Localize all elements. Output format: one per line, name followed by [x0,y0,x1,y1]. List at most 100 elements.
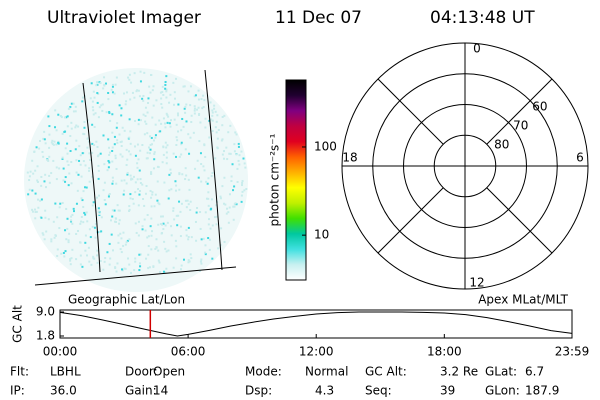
speckle [83,126,86,129]
info-label: Dsp: [245,384,272,398]
speckle [88,167,91,170]
speckle [66,227,69,230]
speckle [111,146,114,149]
speckle [138,95,141,98]
speckle [99,152,102,155]
speckle [84,234,87,237]
speckle [137,204,140,207]
speckle [138,269,141,272]
colorbar [285,79,307,281]
speckle [80,220,83,223]
speckle [48,155,51,158]
speckle [55,143,58,146]
speckle [187,238,190,241]
speckle [128,205,131,208]
speckle [94,236,97,239]
speckle [128,150,131,153]
info-value: 3.2 Re [440,365,478,379]
speckle [137,89,140,92]
speckle [149,143,152,146]
speckle [107,159,110,162]
speckle [27,193,30,196]
speckle [153,151,156,154]
speckle [81,100,84,103]
speckle [240,150,243,153]
speckle [204,155,207,158]
speckle [108,194,111,197]
speckle [111,91,114,94]
colorbar-tick-label: 100 [314,139,337,153]
speckle [124,103,127,106]
speckle [225,146,228,149]
speckle [158,203,161,206]
speckle [227,131,230,134]
speckle [96,101,99,104]
speckle [211,224,214,227]
speckle [55,178,58,181]
speckle [151,230,154,233]
speckle [187,203,190,206]
speckle [83,133,86,136]
speckle [107,166,110,169]
speckle [137,123,140,126]
speckle [91,100,94,103]
speckle [81,96,84,99]
speckle [192,131,195,134]
speckle [126,173,129,176]
speckle [75,124,78,127]
speckle [204,244,207,247]
speckle [204,126,207,129]
speckle [83,120,86,123]
x-tick-label: 23:59 [555,345,590,359]
speckle [208,238,211,241]
speckle [103,76,106,79]
speckle [151,89,154,92]
speckle [99,259,102,262]
speckle [165,112,168,115]
speckle [110,88,113,91]
speckle [109,119,112,122]
speckle [28,188,31,191]
speckle [151,191,154,194]
speckle [150,234,153,237]
speckle [102,268,105,271]
speckle [216,147,219,150]
speckle [141,144,144,147]
speckle [174,180,177,183]
speckle [169,93,172,96]
speckle [61,132,64,135]
speckle [121,155,124,158]
speckle [108,192,111,195]
speckle [38,147,41,150]
speckle [38,139,41,142]
speckle [44,216,47,219]
speckle [180,264,183,267]
speckle [175,257,178,260]
speckle [96,261,99,264]
speckle [91,175,94,178]
speckle [134,181,137,184]
speckle [42,137,45,140]
speckle [89,158,92,161]
speckle [138,169,141,172]
speckle [182,85,185,88]
speckle [187,226,190,229]
speckle [54,234,57,237]
speckle [66,160,69,163]
speckle [235,203,238,206]
speckle [107,138,110,141]
spoke [377,187,444,254]
speckle [31,210,34,213]
speckle [111,176,114,179]
speckle [215,223,218,226]
speckle [58,167,61,170]
speckle [43,138,46,141]
speckle [48,133,51,136]
speckle [78,145,81,148]
speckle [228,152,231,155]
speckle [160,215,163,218]
speckle [103,198,106,201]
speckle [161,106,164,109]
speckle [175,143,178,146]
speckle [146,111,149,114]
